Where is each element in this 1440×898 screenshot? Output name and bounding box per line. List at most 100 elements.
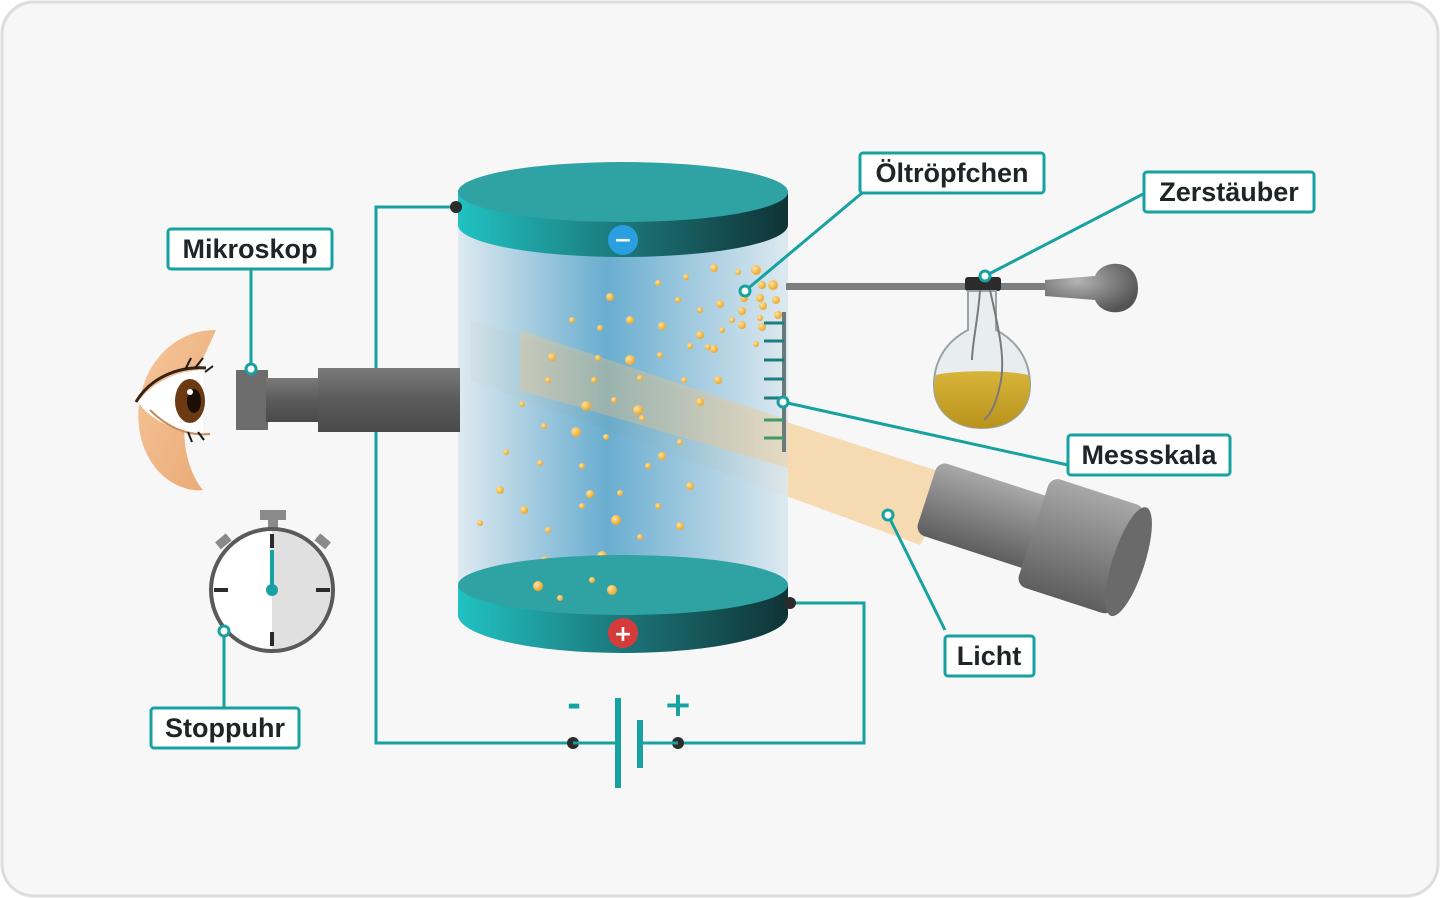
oil-droplet: [503, 449, 509, 455]
oil-droplet: [705, 344, 711, 350]
oil-droplet: [677, 439, 683, 445]
light-beam-inside: [520, 330, 788, 468]
svg-text:−: −: [614, 228, 632, 253]
oil-droplet: [586, 490, 594, 498]
oil-droplet: [772, 296, 780, 304]
oil-droplet: [579, 463, 585, 469]
svg-text:Stoppuhr: Stoppuhr: [165, 713, 285, 743]
oil-droplet: [548, 353, 556, 361]
oil-droplet: [774, 311, 782, 319]
oil-droplet: [637, 534, 643, 540]
oil-droplet: [714, 376, 722, 384]
lamp-icon: [917, 463, 1152, 617]
oil-droplet: [633, 405, 643, 415]
oil-droplet: [595, 355, 601, 361]
oil-droplet: [639, 415, 645, 421]
oil-droplet: [591, 377, 597, 383]
oil-droplet: [758, 281, 766, 289]
oil-droplet: [617, 490, 623, 496]
oil-droplet: [579, 503, 585, 509]
oil-droplet: [753, 341, 759, 347]
oil-droplet: [697, 307, 703, 313]
oil-droplet: [756, 294, 764, 302]
oil-droplet: [557, 595, 563, 601]
oil-droplet: [625, 355, 635, 365]
oil-droplet: [611, 397, 617, 403]
oil-droplet: [655, 280, 661, 286]
label-mikroskop: Mikroskop: [166, 227, 334, 271]
oil-droplet: [751, 265, 761, 275]
oil-droplet: [729, 317, 735, 323]
oil-droplet: [738, 307, 746, 315]
minus-badge: −: [608, 225, 638, 255]
oil-droplet: [681, 377, 687, 383]
oil-droplet: [768, 280, 778, 290]
label-licht: Licht: [943, 634, 1036, 678]
atomizer-icon: [786, 263, 1138, 430]
oil-droplets: [477, 264, 782, 569]
oil-droplet: [719, 327, 725, 333]
svg-text:Messskala: Messskala: [1081, 440, 1217, 470]
oil-droplet: [696, 398, 704, 406]
battery-minus-sign: -: [567, 685, 581, 725]
oil-droplet: [759, 302, 767, 310]
label-oeltroepfchen: Öltröpfchen: [858, 151, 1046, 195]
svg-text:Öltröpfchen: Öltröpfchen: [876, 158, 1029, 188]
oil-droplet: [589, 577, 595, 583]
svg-text:Zerstäuber: Zerstäuber: [1159, 177, 1299, 207]
oil-droplet: [637, 375, 643, 381]
oil-droplet: [477, 520, 483, 526]
oil-droplet: [545, 527, 551, 533]
oil-droplet: [683, 274, 689, 280]
callout-dots: [217, 269, 992, 638]
oil-droplet: [611, 515, 621, 525]
oil-droplet: [626, 316, 634, 324]
svg-text:Licht: Licht: [957, 641, 1022, 671]
chamber-cylinder: [458, 215, 788, 590]
oil-droplet: [520, 506, 528, 514]
top-plate: [450, 162, 788, 257]
oil-droplet: [710, 345, 718, 353]
oil-droplet: [757, 315, 763, 321]
oil-droplet: [758, 323, 766, 331]
oil-droplet: [657, 352, 663, 358]
eye-icon: [134, 330, 216, 491]
label-messskala: Messskala: [1066, 433, 1232, 477]
oil-droplet: [537, 460, 543, 466]
label-zerstaeuber: Zerstäuber: [1142, 170, 1316, 214]
oil-droplet: [687, 343, 693, 349]
svg-text:+: +: [614, 622, 632, 647]
settled-droplets: [533, 577, 617, 601]
oil-droplet: [676, 522, 684, 530]
oil-droplet: [541, 423, 547, 429]
oil-droplet: [686, 482, 694, 490]
oil-droplet: [581, 401, 591, 411]
oil-droplet: [545, 377, 551, 383]
oil-droplet: [738, 321, 746, 329]
oil-droplet: [603, 434, 609, 440]
oil-droplet: [606, 293, 614, 301]
oil-droplet: [496, 486, 504, 494]
oil-droplet: [655, 503, 661, 509]
battery-plus-sign: +: [664, 685, 693, 725]
oil-droplet: [716, 300, 724, 308]
oil-droplet: [571, 427, 581, 437]
oil-droplet: [735, 269, 741, 275]
plus-badge: +: [608, 618, 638, 648]
callout-lines: [222, 191, 1146, 708]
stopwatch-icon: [209, 510, 335, 653]
oil-droplet: [696, 331, 704, 339]
oil-droplet: [710, 264, 718, 272]
svg-text:Mikroskop: Mikroskop: [182, 234, 317, 264]
label-stoppuhr: Stoppuhr: [149, 706, 301, 750]
microscope-icon: [236, 368, 460, 432]
oil-droplet: [658, 452, 666, 460]
measuring-scale: [764, 312, 786, 452]
oil-droplet: [569, 317, 575, 323]
oil-droplet: [533, 581, 543, 591]
oil-droplet: [519, 401, 525, 407]
oil-droplet: [645, 463, 651, 469]
circuit-wires: [374, 205, 866, 745]
oil-droplet: [607, 585, 617, 595]
